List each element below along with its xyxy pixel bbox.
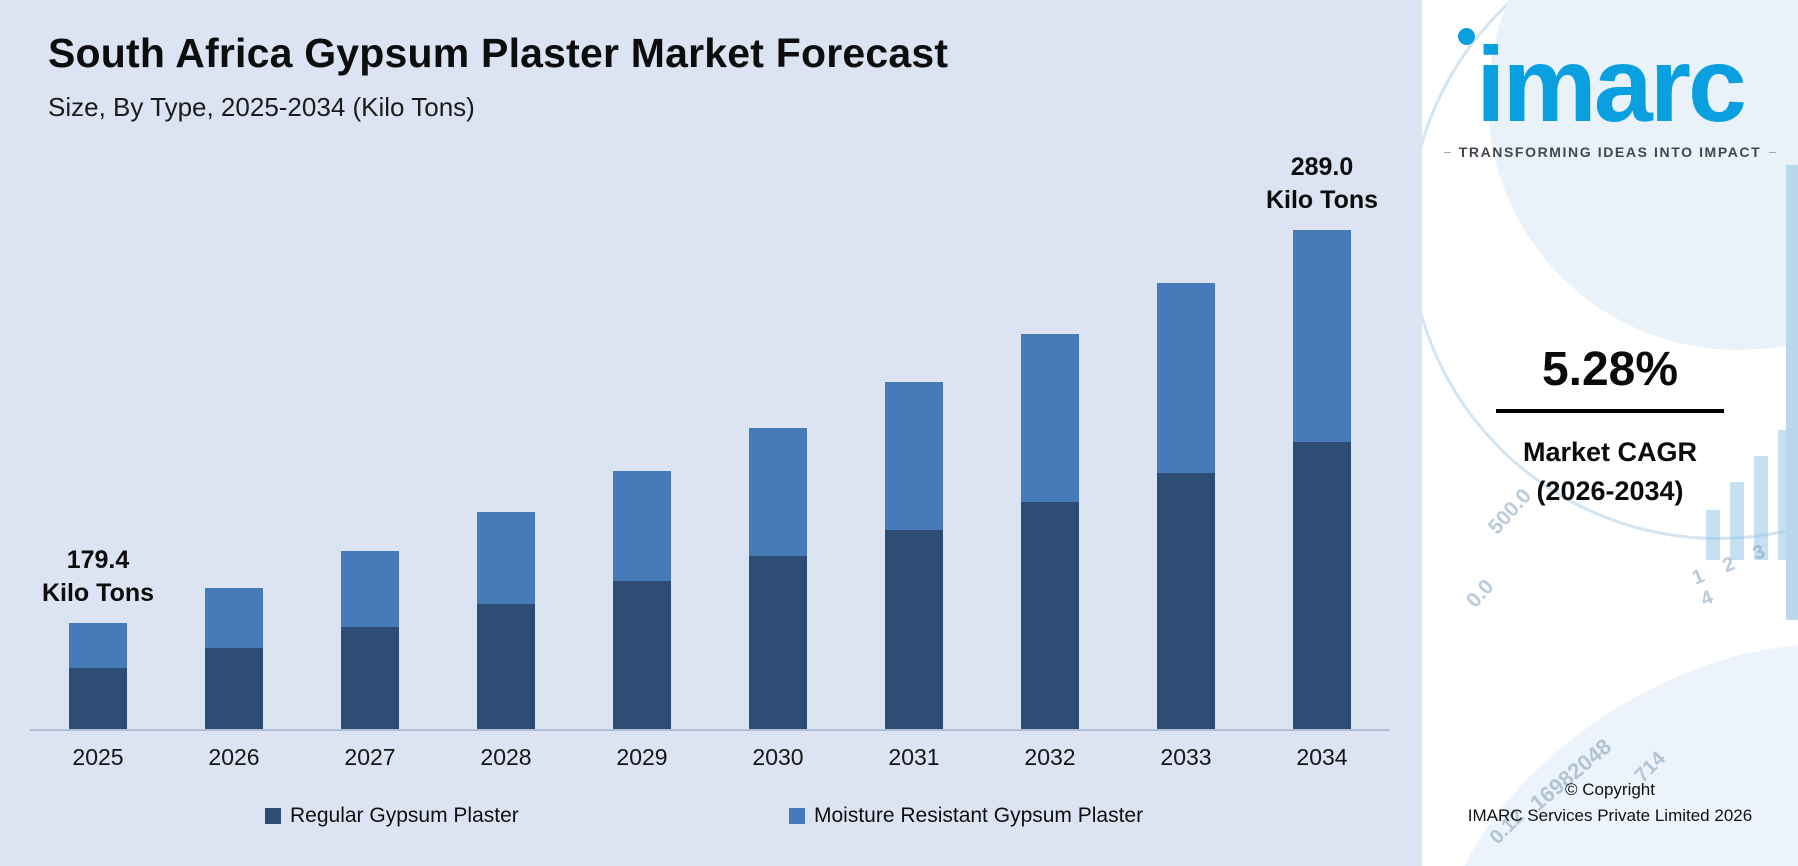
bar-2026 [205, 588, 263, 729]
bar-2025 [69, 623, 127, 729]
x-axis-label-2026: 2026 [208, 744, 260, 770]
x-axis-label-2027: 2027 [344, 744, 396, 770]
bar-2032 [1021, 334, 1079, 729]
tagline-rule-left [1444, 151, 1451, 153]
x-axis-label-2030: 2030 [752, 744, 804, 770]
segment-moisture-2028 [477, 512, 535, 604]
logo-dot-icon [1458, 28, 1475, 45]
segment-regular-2030 [749, 556, 807, 729]
x-axis-label-2032: 2032 [1024, 744, 1076, 770]
decorative-bar [1706, 510, 1720, 560]
x-axis-label-2029: 2029 [616, 744, 668, 770]
bar-2030 [749, 428, 807, 729]
bar-2031 [885, 382, 943, 729]
bar-2029 [613, 471, 671, 729]
copyright: © Copyright IMARC Services Private Limit… [1422, 780, 1798, 826]
logo-tagline: TRANSFORMING IDEAS INTO IMPACT [1458, 144, 1762, 160]
copyright-company-line: IMARC Services Private Limited 2026 [1467, 806, 1753, 825]
cagr-divider [1496, 409, 1724, 413]
watermark-text: 0.0 [1461, 575, 1499, 613]
chart-subtitle: Size, By Type, 2025-2034 (Kilo Tons) [48, 92, 475, 122]
segment-regular-2029 [613, 581, 671, 729]
legend-item-regular: Regular Gypsum Plaster [265, 804, 519, 828]
imarc-logo: imarc TRANSFORMING IDEAS INTO IMPACT [1422, 18, 1798, 160]
segment-regular-2033 [1157, 473, 1215, 729]
cagr-block: 5.28% Market CAGR (2026-2034) [1422, 342, 1798, 507]
copyright-symbol-line: © Copyright [1564, 780, 1655, 799]
segment-moisture-2030 [749, 428, 807, 556]
segment-moisture-2029 [613, 471, 671, 581]
plot-area: 179.4 Kilo Tons 289.0 Kilo Tons [30, 153, 1390, 731]
segment-regular-2027 [341, 627, 399, 729]
chart-title: South Africa Gypsum Plaster Market Forec… [48, 30, 949, 76]
brand-sidebar: 500.0 0.0 1 2 3 4 16982048 0.12 714 imar… [1422, 0, 1798, 866]
chart-area: South Africa Gypsum Plaster Market Forec… [0, 30, 1422, 832]
decorative-edge-strip [1786, 165, 1798, 620]
segment-regular-2034 [1293, 442, 1351, 729]
legend-label-regular: Regular Gypsum Plaster [290, 804, 519, 827]
segment-regular-2025 [69, 668, 127, 729]
cagr-period: (2026-2034) [1536, 476, 1684, 506]
legend-item-moisture: Moisture Resistant Gypsum Plaster [789, 804, 1143, 828]
legend-label-moisture: Moisture Resistant Gypsum Plaster [814, 804, 1144, 827]
tagline-rule-right [1769, 151, 1776, 153]
segment-regular-2028 [477, 604, 535, 729]
decorative-bar [1754, 456, 1768, 560]
legend-swatch-moisture [789, 808, 805, 824]
segment-regular-2032 [1021, 502, 1079, 729]
segment-regular-2026 [205, 648, 263, 729]
legend: Regular Gypsum Plaster Moisture Resistan… [0, 804, 1422, 832]
logo-wordmark: imarc [1476, 26, 1747, 144]
first-bar-value-label: 179.4 Kilo Tons [41, 545, 155, 608]
x-axis-label-2034: 2034 [1296, 744, 1348, 770]
x-axis-label-2025: 2025 [72, 744, 124, 770]
segment-moisture-2027 [341, 551, 399, 627]
cagr-label: Market CAGR [1522, 437, 1698, 467]
bar-2034 [1293, 230, 1351, 729]
x-axis-label-2031: 2031 [888, 744, 940, 770]
bar-2027 [341, 551, 399, 729]
x-axis: 2025 2026 2027 2028 2029 2030 2031 2032 2033 2034 [30, 744, 1390, 771]
segment-moisture-2032 [1021, 334, 1079, 502]
segment-regular-2031 [885, 530, 943, 729]
x-axis-label-2028: 2028 [480, 744, 532, 770]
x-axis-label-2033: 2033 [1160, 744, 1212, 770]
last-bar-value-label: 289.0 Kilo Tons [1265, 152, 1379, 215]
decorative-bar [1730, 482, 1744, 560]
segment-moisture-2025 [69, 623, 127, 668]
segment-moisture-2031 [885, 382, 943, 530]
segment-moisture-2026 [205, 588, 263, 648]
bar-2033 [1157, 283, 1215, 729]
segment-moisture-2034 [1293, 230, 1351, 442]
cagr-value: 5.28% [1541, 343, 1679, 396]
bar-2028 [477, 512, 535, 729]
segment-moisture-2033 [1157, 283, 1215, 473]
legend-swatch-regular [265, 808, 281, 824]
